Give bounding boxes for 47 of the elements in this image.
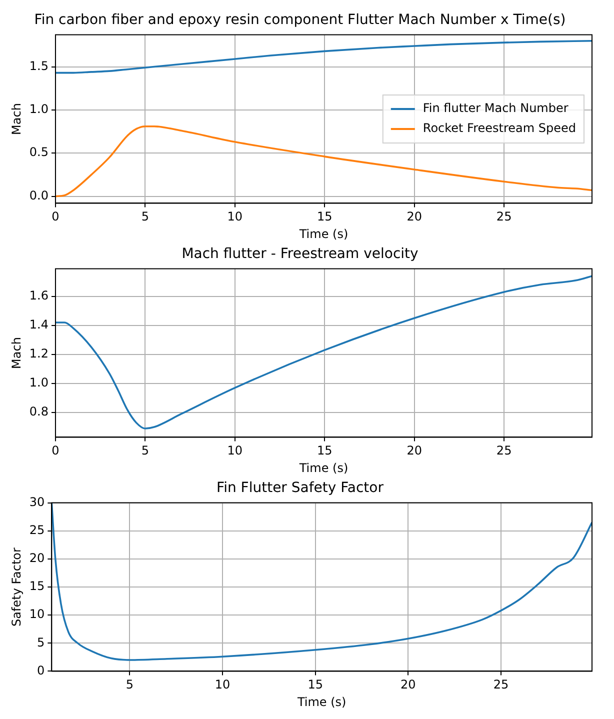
x-tick-label: 10 (227, 210, 243, 224)
y-tick-label: 5 (37, 635, 45, 650)
line-series (52, 502, 592, 661)
line-series (55, 40, 592, 74)
y-tick-label: 15 (29, 579, 45, 594)
y-tick-label: 25 (29, 522, 45, 537)
legend-label: Rocket Freestream Speed (422, 121, 576, 136)
y-tick-label: 0 (37, 663, 45, 678)
chart-title: Fin carbon fiber and epoxy resin component Flutter Mach Number x Time(s) (34, 12, 566, 28)
x-tick-label: 25 (496, 444, 512, 458)
x-tick-label: 10 (227, 444, 243, 458)
x-tick-label: 15 (317, 444, 332, 458)
x-axis-title: Time (s) (298, 226, 348, 241)
y-axis-title: Mach (9, 337, 24, 369)
y-tick-label: 1.4 (29, 318, 48, 332)
x-tick-label: 0 (52, 444, 60, 458)
x-tick-label: 25 (493, 678, 509, 692)
y-tick-label: 1.2 (29, 346, 48, 361)
x-tick-label: 5 (141, 210, 150, 224)
x-tick-label: 25 (496, 210, 512, 224)
x-tick-label: 5 (141, 444, 150, 458)
y-tick-label: 1.6 (29, 288, 48, 303)
y-tick-label: 10 (29, 607, 45, 622)
x-axis-title: Time (s) (296, 694, 346, 709)
y-axis-title: Safety Factor (9, 547, 24, 626)
x-tick-label: 0 (52, 210, 60, 224)
x-tick-label: 20 (406, 444, 422, 458)
x-tick-label: 15 (317, 210, 332, 224)
legend-label: Fin flutter Mach Number (422, 101, 568, 116)
y-tick-label: 1.0 (29, 102, 48, 116)
x-tick-label: 10 (214, 678, 230, 692)
chart-title: Mach flutter - Freestream velocity (182, 246, 418, 262)
y-tick-label: 30 (29, 494, 45, 509)
x-tick-label: 15 (308, 678, 323, 692)
y-tick-label: 1.0 (29, 376, 48, 390)
x-tick-label: 20 (406, 210, 422, 224)
y-tick-label: 0.5 (29, 145, 48, 160)
y-axis-title: Mach (9, 103, 24, 135)
x-axis-title: Time (s) (298, 460, 348, 475)
y-tick-label: 0.8 (29, 404, 48, 419)
chart-title: Fin Flutter Safety Factor (216, 480, 384, 496)
y-tick-label: 20 (29, 551, 45, 566)
x-tick-label: 5 (126, 678, 134, 692)
y-tick-label: 1.5 (29, 58, 48, 73)
y-tick-label: 0.0 (29, 188, 48, 202)
line-series (55, 275, 592, 430)
x-tick-label: 20 (400, 678, 416, 692)
